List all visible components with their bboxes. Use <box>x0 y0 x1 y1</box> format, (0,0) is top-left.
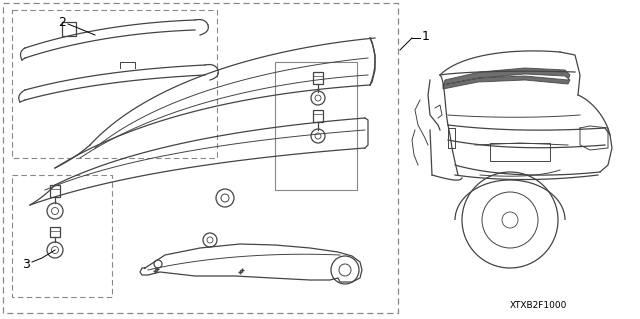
Text: 2: 2 <box>58 16 66 28</box>
Bar <box>3 3 398 313</box>
Bar <box>313 110 323 122</box>
Bar <box>490 143 550 161</box>
Bar <box>12 175 112 297</box>
Bar <box>12 10 217 158</box>
Bar <box>313 72 323 84</box>
Bar <box>50 185 60 197</box>
Text: XTXB2F1000: XTXB2F1000 <box>509 300 566 309</box>
Polygon shape <box>443 68 570 89</box>
Text: 1: 1 <box>422 29 430 42</box>
Bar <box>275 62 357 190</box>
Bar <box>62 22 76 36</box>
Text: 3: 3 <box>22 258 30 271</box>
Bar <box>50 227 60 237</box>
